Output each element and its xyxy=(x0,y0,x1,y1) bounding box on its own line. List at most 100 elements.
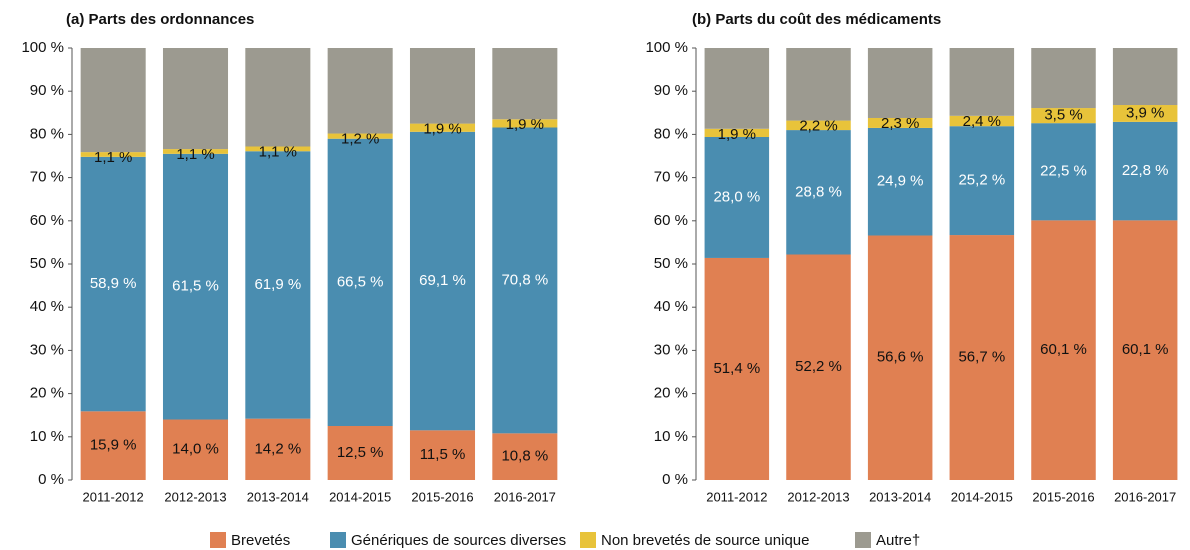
y-tick-label: 50 % xyxy=(654,255,688,272)
bar-segment xyxy=(1031,123,1096,221)
bar-segment xyxy=(162,419,229,480)
y-tick-label: 30 % xyxy=(30,341,64,358)
x-tick-label: 2014-2015 xyxy=(951,489,1013,504)
data-label: 2,3 % xyxy=(881,115,919,132)
bar-segment xyxy=(949,126,1015,236)
legend-label: Non brevetés de source unique xyxy=(601,532,809,549)
x-tick-label: 2015-2016 xyxy=(1032,489,1094,504)
data-label: 60,1 % xyxy=(1122,341,1169,358)
x-tick-label: 2013-2014 xyxy=(869,489,931,504)
y-tick-label: 10 % xyxy=(30,428,64,445)
bar-segment xyxy=(245,151,311,419)
bar-segment xyxy=(1031,220,1096,481)
chart-title: (a) Parts des ordonnances xyxy=(66,11,254,28)
bar-segment xyxy=(245,418,311,480)
x-tick-label: 2016-2017 xyxy=(494,489,556,504)
data-label: 52,2 % xyxy=(795,358,842,375)
bar-segment xyxy=(949,235,1015,480)
bar-segment xyxy=(949,48,1015,116)
bar-segment xyxy=(162,149,229,154)
data-label: 11,5 % xyxy=(420,446,466,463)
data-label: 66,5 % xyxy=(337,273,384,290)
y-tick-label: 80 % xyxy=(654,125,688,142)
bar-segment xyxy=(786,254,851,480)
data-label: 12,5 % xyxy=(337,444,384,461)
data-label: 2,4 % xyxy=(963,113,1001,130)
legend-swatch xyxy=(855,532,871,548)
x-tick-label: 2016-2017 xyxy=(1114,489,1176,504)
y-tick-label: 20 % xyxy=(30,385,64,402)
bar-segment xyxy=(80,156,146,412)
data-label: 56,7 % xyxy=(958,348,1005,365)
y-tick-label: 80 % xyxy=(30,125,64,142)
bar-segment xyxy=(786,120,851,131)
y-tick-label: 60 % xyxy=(654,212,688,229)
data-label: 1,9 % xyxy=(718,126,756,143)
y-tick-label: 100 % xyxy=(21,39,64,56)
legend-label: Brevetés xyxy=(231,532,290,549)
legend-swatch xyxy=(580,532,596,548)
bar-segment xyxy=(245,146,311,152)
legend-label: Autre† xyxy=(876,532,920,549)
data-label: 61,9 % xyxy=(254,276,301,293)
y-tick-label: 100 % xyxy=(645,39,688,56)
bar-segment xyxy=(409,123,476,132)
data-label: 14,2 % xyxy=(254,440,301,457)
data-label: 28,0 % xyxy=(713,188,760,205)
x-tick-label: 2015-2016 xyxy=(411,489,473,504)
bar-segment xyxy=(162,48,229,150)
x-tick-label: 2012-2013 xyxy=(164,489,226,504)
data-label: 58,9 % xyxy=(90,275,137,292)
data-label: 28,8 % xyxy=(795,183,842,200)
y-tick-label: 90 % xyxy=(30,82,64,99)
data-label: 1,2 % xyxy=(341,131,379,148)
data-label: 24,9 % xyxy=(877,173,924,190)
bar-segment xyxy=(1112,48,1178,106)
bar-segment xyxy=(704,136,770,258)
data-label: 22,8 % xyxy=(1122,162,1169,179)
bar-segment xyxy=(704,257,770,480)
x-tick-label: 2013-2014 xyxy=(247,489,309,504)
y-tick-label: 90 % xyxy=(654,82,688,99)
chart-title: (b) Parts du coût des médicaments xyxy=(692,11,941,28)
data-label: 25,2 % xyxy=(958,172,1005,189)
bar-segment xyxy=(327,48,393,134)
bar-segment xyxy=(409,430,476,480)
bar-segment xyxy=(786,130,851,255)
bar-segment xyxy=(409,131,476,431)
data-label: 15,9 % xyxy=(90,437,137,454)
data-label: 1,9 % xyxy=(423,121,461,138)
bar-segment xyxy=(492,433,558,480)
data-label: 14,0 % xyxy=(172,441,219,458)
y-tick-label: 40 % xyxy=(30,298,64,315)
bar-segment xyxy=(80,411,146,480)
data-label: 1,1 % xyxy=(176,146,214,163)
data-label: 3,9 % xyxy=(1126,104,1164,121)
bar-segment xyxy=(492,48,558,120)
x-tick-label: 2011-2012 xyxy=(706,489,767,504)
bar-segment xyxy=(704,128,770,137)
y-tick-label: 20 % xyxy=(654,385,688,402)
data-label: 56,6 % xyxy=(877,349,924,366)
data-label: 22,5 % xyxy=(1040,163,1087,180)
y-tick-label: 0 % xyxy=(38,471,64,488)
bar-segment xyxy=(867,48,933,118)
bar-segment xyxy=(867,127,933,236)
data-label: 60,1 % xyxy=(1040,341,1087,358)
y-tick-label: 40 % xyxy=(654,298,688,315)
legend-label: Génériques de sources diverses xyxy=(351,532,566,549)
data-label: 1,1 % xyxy=(94,149,132,166)
data-label: 10,8 % xyxy=(501,448,548,465)
y-tick-label: 70 % xyxy=(654,169,688,186)
bar-segment xyxy=(1031,48,1096,109)
bar-segment xyxy=(492,127,558,434)
legend-swatch xyxy=(210,532,226,548)
data-label: 2,2 % xyxy=(799,118,837,135)
x-tick-label: 2014-2015 xyxy=(329,489,391,504)
data-label: 61,5 % xyxy=(172,278,219,295)
data-label: 1,1 % xyxy=(259,143,297,160)
bar-segment xyxy=(327,138,393,426)
y-tick-label: 0 % xyxy=(662,471,688,488)
bar-segment xyxy=(1112,220,1178,481)
